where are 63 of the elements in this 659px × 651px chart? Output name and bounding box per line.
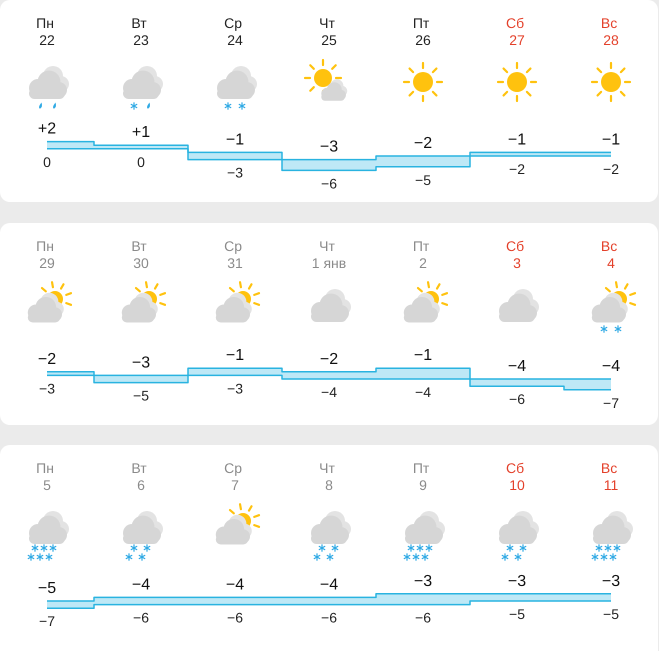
x-tick-label: Чт 25: [319, 15, 339, 48]
x-tick-label: Вт 6: [131, 460, 151, 493]
data-label: −2: [38, 350, 56, 368]
data-label: +1: [132, 124, 150, 142]
data-label: −1: [602, 131, 620, 148]
x-tick-label: Пн 29: [36, 238, 58, 271]
data-label: −6: [415, 610, 432, 626]
data-label: −6: [321, 610, 338, 626]
data-label: −1: [508, 131, 526, 148]
data-label: −3: [227, 380, 244, 396]
x-tick-label: Сб 27: [506, 15, 528, 48]
data-label: −4: [602, 358, 620, 375]
data-label: −7: [39, 613, 56, 630]
x-tick-label: Пт 9: [412, 460, 434, 493]
x-tick-label: Пт 2: [412, 238, 434, 271]
data-label: −3: [602, 572, 620, 590]
x-tick-label: Чт 1 янв: [312, 238, 346, 271]
data-label: 0: [43, 154, 52, 170]
data-label: −3: [320, 138, 338, 156]
data-label: −3: [132, 354, 150, 372]
x-tick-label: Пн 5: [36, 460, 58, 493]
data-label: +2: [38, 120, 56, 138]
data-label: −5: [603, 606, 620, 622]
data-label: −2: [320, 350, 338, 368]
x-tick-label: Вт 30: [131, 238, 151, 271]
data-label: −4: [415, 384, 432, 400]
x-tick-label: Ср 24: [224, 15, 246, 48]
data-label: −3: [39, 380, 56, 396]
x-tick-label: Вс 11: [600, 460, 622, 493]
data-label: −5: [133, 388, 150, 404]
data-label: −5: [509, 606, 526, 622]
data-label: −4: [321, 384, 338, 400]
data-label: −6: [321, 175, 338, 192]
x-tick-label: Ср 7: [224, 460, 246, 493]
data-label: −5: [415, 172, 432, 188]
data-label: −1: [414, 347, 432, 364]
data-label: −3: [414, 572, 432, 590]
data-label: −6: [133, 610, 150, 626]
x-tick-label: Сб 3: [506, 238, 528, 271]
data-label: −6: [227, 610, 244, 626]
data-label: −7: [603, 394, 620, 411]
data-label: −5: [38, 580, 56, 597]
data-label: −1: [226, 131, 244, 148]
x-tick-label: Вс 4: [600, 238, 622, 271]
data-label: −2: [603, 161, 620, 177]
x-tick-label: Пт 26: [412, 15, 434, 48]
data-label: −6: [509, 391, 526, 408]
x-tick-label: Сб 10: [506, 460, 528, 493]
x-tick-label: Ср 31: [224, 238, 246, 271]
data-label: −1: [226, 347, 244, 364]
x-tick-label: Чт 8: [319, 460, 339, 493]
x-tick-label: Вт 23: [131, 15, 151, 48]
data-label: −4: [226, 576, 244, 594]
data-label: −3: [508, 572, 526, 590]
data-label: −2: [509, 161, 526, 177]
data-label: 0: [137, 154, 146, 170]
data-label: −4: [132, 576, 150, 594]
data-label: −3: [227, 164, 244, 181]
data-label: −4: [508, 358, 526, 375]
x-tick-label: Вс 28: [600, 15, 622, 48]
x-tick-label: Пн 22: [36, 15, 58, 48]
data-label: −2: [414, 135, 432, 152]
data-label: −4: [320, 576, 338, 594]
